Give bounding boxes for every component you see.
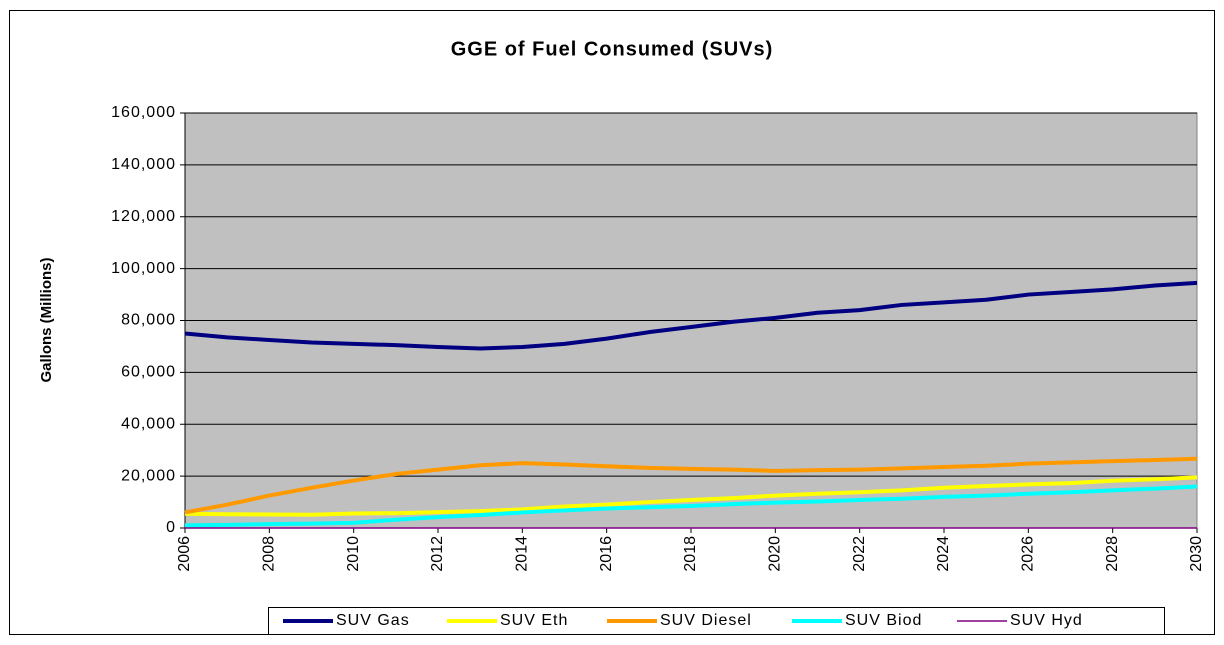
x-tick-label: 2014	[514, 536, 531, 572]
y-tick-label: 40,000	[121, 415, 176, 432]
y-tick-label: 160,000	[111, 104, 176, 121]
x-tick-label: 2010	[345, 536, 362, 572]
x-tick-label: 2020	[767, 536, 784, 572]
x-tick-label: 2016	[598, 536, 615, 572]
x-tick-label: 2018	[682, 536, 699, 572]
series-line	[184, 475, 1198, 517]
legend-label: SUV Eth	[500, 612, 568, 629]
x-tick-label: 2022	[851, 536, 868, 572]
series-line	[184, 456, 1198, 515]
chart-title: GGE of Fuel Consumed (SUVs)	[451, 38, 774, 60]
y-tick-label: 100,000	[111, 260, 176, 277]
legend-label: SUV Hyd	[1010, 612, 1083, 629]
y-axis-label: Gallons (Millions)	[38, 257, 55, 382]
series-line	[184, 484, 1198, 528]
x-tick-label: 2024	[935, 536, 952, 572]
x-tick-label: 2026	[1020, 536, 1037, 572]
series-line	[184, 280, 1198, 351]
x-tick-label: 2008	[261, 536, 278, 572]
y-tick-label: 140,000	[111, 156, 176, 173]
y-tick-label: 20,000	[121, 467, 176, 484]
y-tick-label: 80,000	[121, 312, 176, 329]
legend-label: SUV Gas	[336, 612, 410, 629]
legend-label: SUV Biod	[845, 612, 922, 629]
y-tick-label: 60,000	[121, 364, 176, 381]
x-tick-label: 2028	[1104, 536, 1121, 572]
y-tick-label: 0	[166, 519, 176, 536]
legend-label: SUV Diesel	[660, 612, 752, 629]
x-tick-label: 2006	[176, 536, 193, 572]
x-tick-label: 2012	[429, 536, 446, 572]
y-tick-label: 120,000	[111, 208, 176, 225]
legend-box	[268, 607, 1165, 635]
x-tick-label: 2030	[1188, 536, 1205, 572]
